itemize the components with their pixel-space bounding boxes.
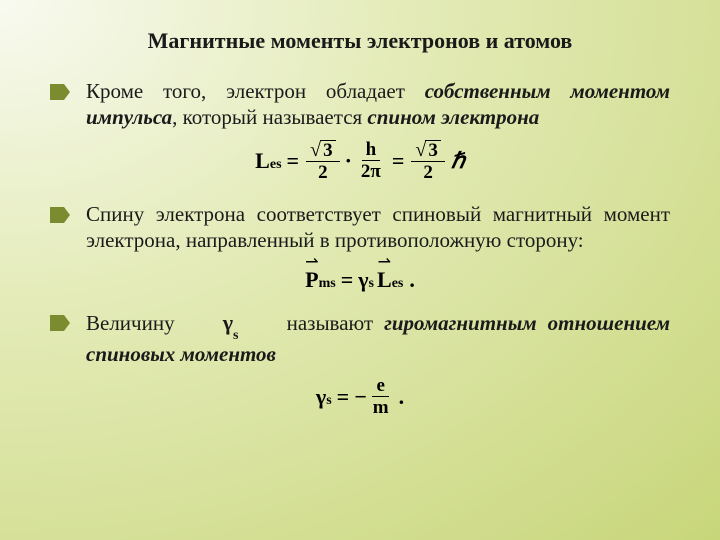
bullet-1: Кроме того, электрон обладает собственны… [50,78,670,131]
sym-eq: = [341,267,354,293]
text-emph: спином электрона [367,105,539,129]
text-part: Кроме того, электрон обладает [86,79,425,103]
sym-2pi: 2π [357,161,385,182]
sym-L2: L [377,267,392,292]
sym-dot3: . [399,384,405,410]
bullet-2: Спину электрона соответствует спиновый м… [50,201,670,254]
bullet-flag-icon [50,207,70,228]
frac-root3-2: 3 2 [306,139,339,183]
sym-eq: = [392,148,405,174]
bullet-3: Величину γs называют гиромагнитным отнош… [50,309,670,367]
sym-sub-es2: es [392,276,404,292]
sym-gamma3: γ [316,384,326,410]
frac-e-m: e m [369,375,393,418]
bullet-flag-icon [50,315,70,336]
sym-sub-ms: ms [319,276,336,292]
sym-sub-es: es [270,157,282,173]
sym-hbar: ℏ [451,148,465,174]
text-part: называют [287,311,385,335]
sym-eq3: = [337,384,350,410]
sym-sub-s-inline: s [233,328,238,343]
text-part: Спину электрона соответствует спиновый м… [86,202,670,252]
sym-P: P [305,267,318,292]
bullet-2-text: Спину электрона соответствует спиновый м… [86,201,670,254]
bullet-flag-icon [50,84,70,105]
sym-2b: 2 [419,162,437,183]
text-part: , который называется [172,105,367,129]
sym-sub-s: s [369,276,374,292]
sym-3: 3 [320,140,336,160]
sym-h: h [362,139,381,161]
slide-title: Магнитные моменты электронов и атомов [50,28,670,54]
formula-2: Pms = γs Les . [50,267,670,293]
frac-root3-2b: 3 2 [411,139,444,183]
sym-e: e [372,375,388,397]
sym-3b: 3 [425,140,441,160]
sym-gamma-inline: γ [223,310,233,335]
sym-dot: . [409,267,415,293]
sym-eq: = [287,148,300,174]
bullet-1-text: Кроме того, электрон обладает собственны… [86,78,670,131]
formula-3: γs = − e m . [50,375,670,418]
sym-m: m [369,397,393,418]
sym-L: L [255,148,270,174]
text-part: Величину [86,311,175,335]
sym-minus: − [354,384,367,410]
sym-2: 2 [314,162,332,183]
sym-sub-s3: s [326,393,331,409]
sym-gamma: γ [358,267,368,293]
bullet-3-text: Величину γs называют гиромагнитным отнош… [86,309,670,367]
formula-1: Les = 3 2 · h 2π = 3 2 ℏ [50,139,670,183]
frac-h-2pi: h 2π [357,139,385,182]
